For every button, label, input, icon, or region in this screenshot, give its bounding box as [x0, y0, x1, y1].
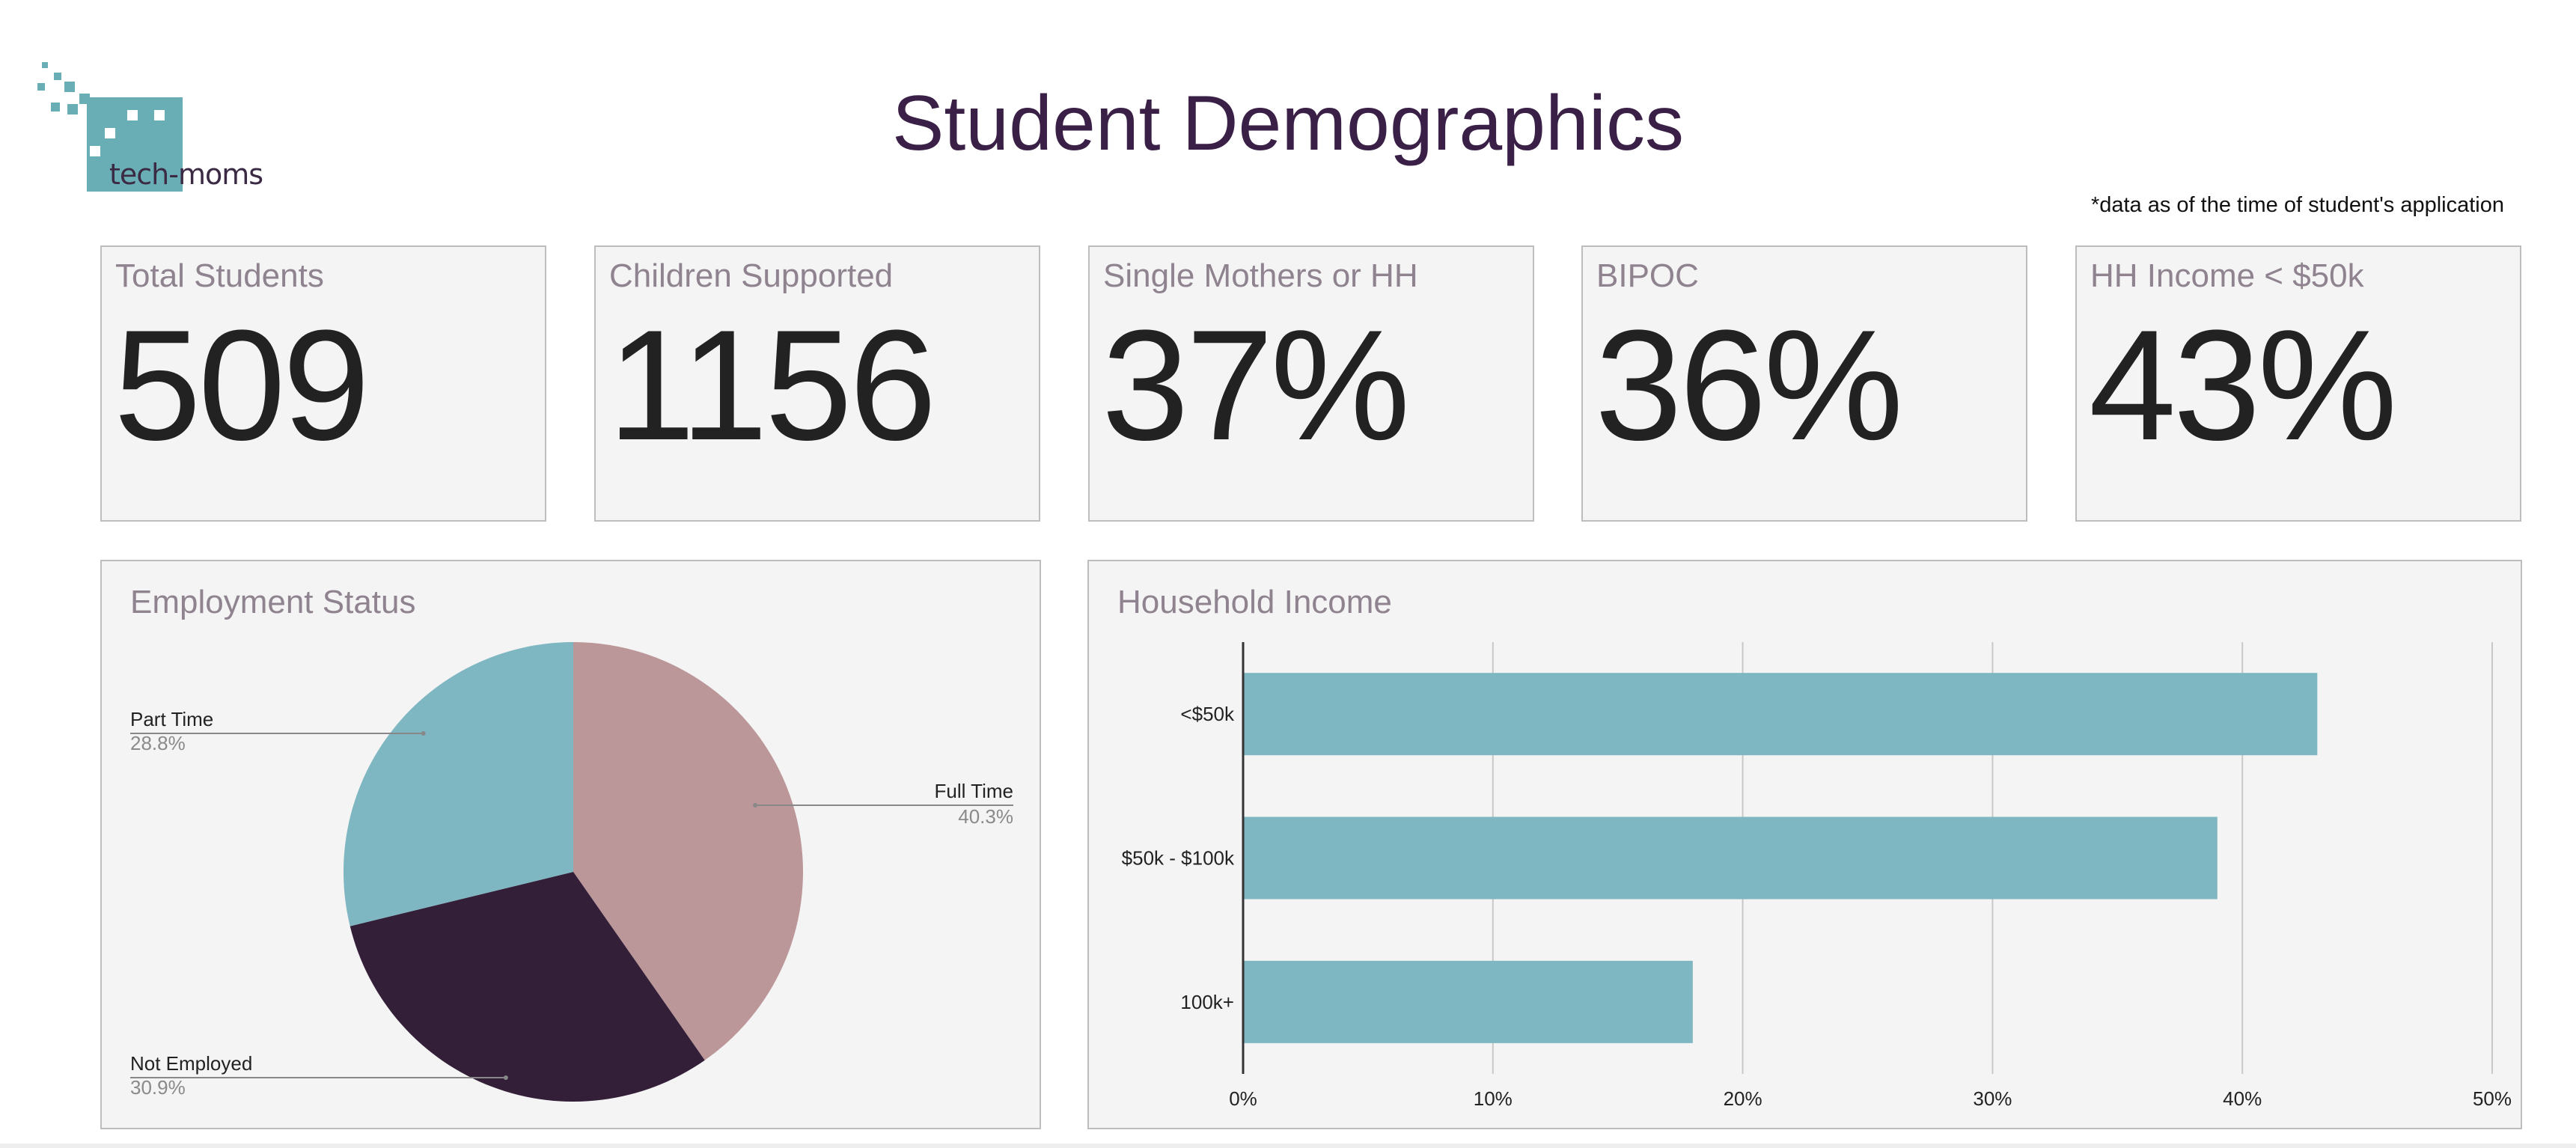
bar-50k-100k [1243, 816, 2218, 900]
page-title: Student Demographics [892, 80, 1684, 167]
card-children-supported: Children Supported 1156 [594, 245, 1040, 522]
card-label: Total Students [115, 257, 324, 294]
pie-slice-full-time [573, 642, 803, 1060]
data-note: *data as of the time of student's applic… [2090, 193, 2504, 217]
card-hh-income: HH Income < $50k 43% [2075, 245, 2521, 522]
bar-100k [1243, 960, 1693, 1043]
card-value: 37% [1102, 297, 1410, 473]
card-single-mothers: Single Mothers or HH 37% [1088, 245, 1534, 522]
employment-status-panel: Employment Status Full Time 40.3% Not Empl… [100, 560, 1041, 1129]
income-chart-title: Household Income [1117, 584, 1392, 620]
household-income-panel: Household Income 0% 10% 20% 30% 40% 50% <$50k $… [1087, 560, 2522, 1129]
card-label: HH Income < $50k [2090, 257, 2364, 294]
pie-value-part-time: 28.8% [130, 732, 186, 754]
bar-50k [1243, 673, 2318, 756]
pie-label-not-employed: Not Employed [130, 1052, 252, 1075]
x-tick-label: 0% [1229, 1087, 1257, 1110]
x-tick-label: 40% [2223, 1087, 2262, 1110]
card-value: 43% [2089, 297, 2397, 473]
pie-label-part-time: Part Time [130, 708, 213, 730]
card-value: 36% [1595, 297, 1903, 473]
tech-moms-logo: tech-moms [37, 56, 277, 198]
pie-value-full-time: 40.3% [958, 805, 1013, 828]
pie-value-not-employed: 30.9% [130, 1076, 186, 1099]
x-tick-label: 20% [1724, 1087, 1762, 1110]
pie-leader-dot [421, 731, 426, 736]
y-category-label: 100k+ [1180, 991, 1234, 1013]
logo-wordmark: tech-moms [109, 158, 263, 191]
x-tick-label: 30% [1973, 1087, 2012, 1110]
y-category-label: <$50k [1180, 703, 1235, 725]
bottom-divider [0, 1144, 2576, 1148]
y-category-label: $50k - $100k [1122, 847, 1235, 870]
card-value: 509 [114, 297, 370, 473]
pie-slice-part-time [343, 642, 573, 926]
x-tick-label: 10% [1474, 1087, 1513, 1110]
card-label: BIPOC [1596, 257, 1699, 294]
pie-slice-not-employed [350, 872, 705, 1102]
card-label: Children Supported [609, 257, 894, 294]
card-total-students: Total Students 509 [100, 245, 546, 522]
x-tick-label: 50% [2473, 1087, 2512, 1110]
pie-label-full-time: Full Time [935, 780, 1013, 802]
household-income-bar-chart: 0% 10% 20% 30% 40% 50% <$50k $50k - $100k 100k+ [1122, 642, 2512, 1110]
card-label: Single Mothers or HH [1103, 257, 1418, 294]
card-value: 1156 [608, 297, 937, 473]
employment-chart-title: Employment Status [130, 584, 416, 620]
card-bipoc: BIPOC 36% [1581, 245, 2027, 522]
